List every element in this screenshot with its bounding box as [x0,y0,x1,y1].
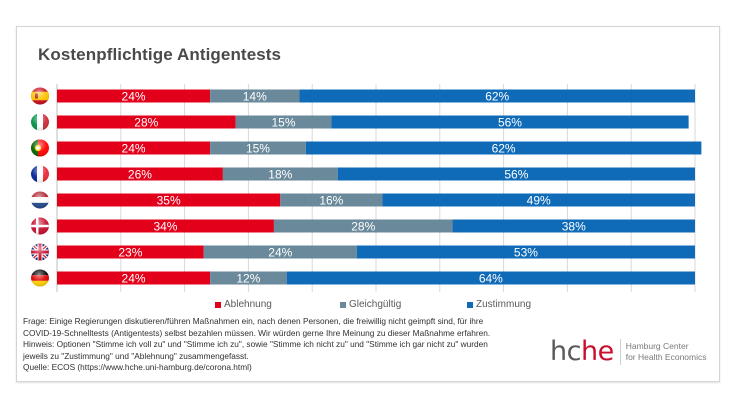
data-label: 28% [351,219,375,233]
bar-zustimmung-netherlands [382,193,695,207]
data-label: 12% [236,271,260,285]
bar-zustimmung-denmark [452,219,695,233]
data-label: 49% [527,193,551,207]
bar-ablehnung-portugal [57,141,211,155]
chart-title: Kostenpflichtige Antigentests [38,45,282,64]
flag-uk-icon [31,243,49,261]
bar-zustimmung-united-kingdom [356,245,695,259]
data-label: 14% [243,89,267,103]
bar-gleichgültig-netherlands [280,193,383,207]
bar-ablehnung-united-kingdom [57,245,204,259]
legend: Ablehnung Gleichgültig Zustimmung [0,299,733,313]
bar-ablehnung-italy [57,115,236,129]
legend-item-gleichgueltig: Gleichgültig [340,299,401,310]
data-label: 15% [246,141,270,155]
flag-portugal-icon [31,139,49,157]
bar-zustimmung-germany [286,271,695,285]
data-label: 18% [268,167,292,181]
logo-wordmark-he: he [580,336,614,367]
data-label: 53% [514,245,538,259]
data-label: 24% [268,245,292,259]
legend-label-zustimmung: Zustimmung [476,299,532,310]
logo-wordmark-hc: hc [550,336,581,367]
data-label: 26% [128,167,152,181]
flags [31,87,49,287]
legend-swatch-gleichgueltig [340,301,346,308]
data-label: 28% [134,115,158,129]
logo-line-1: Hamburg Center [625,340,689,351]
flag-spain-icon [31,87,49,105]
note-hint-line-1: Hinweis: Optionen "Stimme ich voll zu" u… [23,339,488,349]
bar-ablehnung-netherlands [57,193,281,207]
bar-ablehnung-denmark [57,219,274,233]
bar-zustimmung-spain [299,89,695,103]
legend-label-ablehnung: Ablehnung [224,299,272,310]
footnotes: Frage: Einige Regierungen diskutieren/fü… [23,316,523,374]
note-question-line-2: COVID-19-Schnelltests (Antigentests) sel… [23,327,491,338]
legend-label-gleichgueltig: Gleichgültig [349,299,402,310]
legend-item-zustimmung: Zustimmung [467,299,531,310]
data-labels: 24% 14% 62% 28% 15% 56% 24% 15% 62% 26% 18% 56% 35% 1… [118,89,586,285]
bar-gleichgültig-germany [210,271,287,285]
legend-swatch-ablehnung [215,301,221,308]
bar-ablehnung-spain [57,89,211,103]
bar-gleichgültig-portugal [210,141,306,155]
note-hint-line-2: jeweils zu "Zustimmung" und "Ablehnung" … [23,350,249,361]
bar-ablehnung-france [57,167,223,181]
bar-zustimmung-italy [331,115,689,129]
flag-netherlands-icon [31,191,49,209]
flag-italy-icon [31,113,49,131]
bar-zustimmung-france [337,167,695,181]
bar-gleichgültig-united-kingdom [203,245,357,259]
bars [57,89,702,285]
flag-france-icon [31,165,49,183]
data-label: 56% [504,167,528,181]
logo-wordmark: hche [550,338,614,365]
data-label: 64% [479,271,503,285]
data-label: 34% [153,219,177,233]
data-label: 24% [122,141,146,155]
note-question-line-1: Frage: Einige Regierungen diskutieren/fü… [23,316,484,326]
data-label: 16% [319,193,343,207]
data-label: 15% [271,115,295,129]
bar-gleichgültig-italy [235,115,332,129]
data-label: 62% [492,141,516,155]
data-label: 24% [122,271,146,285]
logo-line-2: for Health Economics [625,351,707,362]
logo-divider [619,338,621,365]
data-label: 23% [118,245,142,259]
legend-item-ablehnung: Ablehnung [215,299,272,310]
flag-germany-icon [31,269,49,287]
data-label: 35% [157,193,181,207]
bar-gleichgültig-france [222,167,338,181]
hche-logo: hche Hamburg Center for Health Economics [550,338,707,365]
data-label: 62% [485,89,509,103]
flag-denmark-icon [31,217,49,235]
data-label: 24% [122,89,146,103]
data-label: 38% [562,219,586,233]
bar-gleichgültig-spain [210,89,300,103]
logo-text: Hamburg Center for Health Economics [626,341,707,363]
bar-ablehnung-germany [57,271,211,285]
bar-gleichgültig-denmark [273,219,453,233]
legend-swatch-zustimmung [467,301,473,308]
note-source: Quelle: ECOS (https://www.hche.uni-hambu… [23,362,252,372]
bar-zustimmung-portugal [305,141,702,155]
data-label: 56% [498,115,522,129]
